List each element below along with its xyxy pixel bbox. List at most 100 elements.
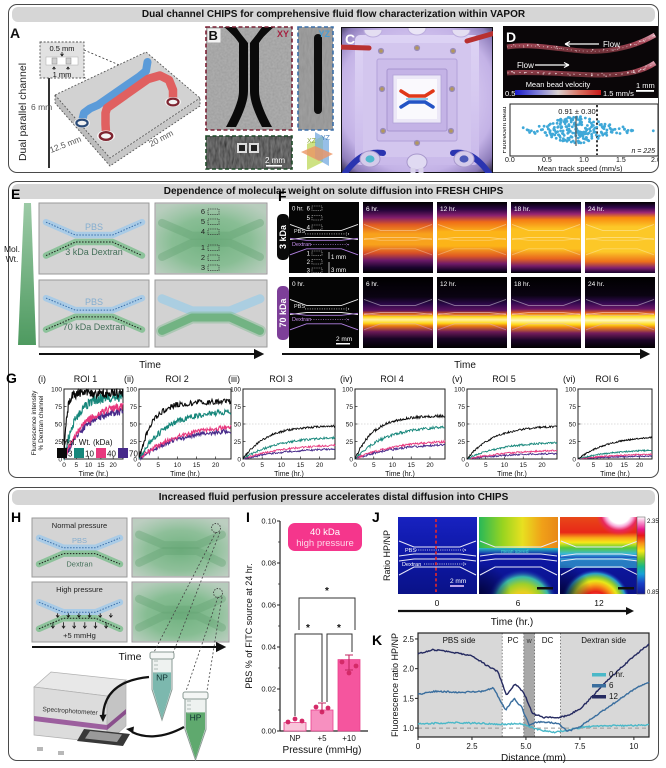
svg-text:15: 15	[193, 462, 201, 469]
svg-text:*: *	[325, 586, 329, 597]
svg-text:0: 0	[572, 457, 576, 464]
svg-text:Time: Time	[454, 360, 476, 371]
svg-text:0: 0	[58, 457, 62, 464]
svg-text:2.0: 2.0	[651, 157, 658, 164]
svg-text:Dextran: Dextran	[292, 242, 311, 248]
svg-text:50: 50	[458, 422, 466, 429]
svg-text:12: 12	[609, 692, 618, 701]
svg-text:50: 50	[55, 422, 63, 429]
svg-text:NP: NP	[289, 734, 300, 743]
svg-text:15: 15	[520, 462, 528, 469]
svg-text:(ii): (ii)	[124, 374, 134, 384]
svg-text:Dextran: Dextran	[402, 562, 421, 568]
svg-text:XZ: XZ	[307, 138, 317, 145]
svg-text:0: 0	[62, 462, 66, 469]
svg-text:12 hr.: 12 hr.	[440, 281, 456, 288]
svg-text:50: 50	[234, 422, 242, 429]
svg-text:10: 10	[85, 450, 94, 459]
svg-text:Fluorescence ratio HP/NP: Fluorescence ratio HP/NP	[390, 633, 400, 737]
svg-text:NP: NP	[156, 673, 168, 683]
svg-text:DC: DC	[542, 636, 554, 645]
svg-text:1.5: 1.5	[616, 157, 626, 164]
svg-text:5: 5	[74, 462, 78, 469]
svg-text:6: 6	[307, 207, 311, 213]
svg-text:Flow: Flow	[517, 61, 534, 70]
svg-text:+5 mmHg: +5 mmHg	[63, 631, 96, 640]
svg-text:12 hr.: 12 hr.	[440, 206, 456, 213]
svg-text:10: 10	[629, 742, 638, 751]
svg-text:Fluorescence intensity: Fluorescence intensity	[31, 390, 38, 455]
svg-text:6 hr.: 6 hr.	[366, 281, 379, 288]
svg-text:5: 5	[156, 462, 160, 469]
svg-text:XY: XY	[277, 29, 289, 39]
svg-text:10: 10	[501, 462, 509, 469]
svg-text:0.5: 0.5	[542, 157, 552, 164]
svg-text:Mean bead velocity: Mean bead velocity	[526, 80, 591, 89]
svg-text:Time: Time	[119, 651, 142, 663]
svg-text:Pressure (mmHg): Pressure (mmHg)	[283, 745, 362, 756]
svg-text:0 hr.: 0 hr.	[292, 207, 304, 213]
svg-text:2 mm: 2 mm	[450, 578, 466, 585]
svg-text:2 mm: 2 mm	[265, 156, 285, 165]
svg-text:2.5: 2.5	[403, 635, 415, 644]
svg-text:Time (hr.): Time (hr.)	[600, 471, 630, 478]
svg-text:50: 50	[346, 422, 354, 429]
svg-text:% Dextran channel: % Dextran channel	[38, 395, 45, 450]
svg-text:3: 3	[307, 269, 311, 275]
svg-text:10: 10	[605, 462, 613, 469]
svg-text:0.06: 0.06	[261, 601, 276, 610]
svg-text:Time (hr.): Time (hr.)	[497, 471, 527, 478]
svg-text:Time (hr.): Time (hr.)	[79, 471, 109, 478]
svg-text:7.5: 7.5	[574, 742, 586, 751]
svg-text:(vi): (vi)	[563, 374, 576, 384]
svg-text:4: 4	[201, 227, 205, 236]
svg-text:Mol. Wt. (kDa): Mol. Wt. (kDa)	[61, 438, 112, 447]
svg-text:20: 20	[426, 462, 434, 469]
svg-text:0.85: 0.85	[647, 590, 659, 596]
svg-text:5: 5	[592, 462, 596, 469]
svg-text:0.02: 0.02	[261, 685, 276, 694]
svg-text:20: 20	[110, 462, 118, 469]
svg-text:2: 2	[201, 253, 205, 262]
svg-text:50: 50	[130, 422, 138, 429]
svg-text:High pressure: High pressure	[56, 585, 103, 594]
svg-text:5.0: 5.0	[520, 742, 532, 751]
svg-text:1: 1	[307, 252, 311, 258]
svg-text:25: 25	[55, 439, 63, 446]
svg-text:Dextran side: Dextran side	[581, 636, 626, 645]
svg-text:1: 1	[201, 243, 205, 252]
svg-text:PBS: PBS	[85, 222, 103, 232]
svg-text:YZ: YZ	[318, 29, 330, 39]
svg-text:4: 4	[307, 226, 311, 232]
svg-text:100: 100	[51, 387, 62, 394]
svg-text:B: B	[209, 28, 218, 43]
svg-text:10: 10	[389, 462, 397, 469]
svg-text:20: 20	[538, 462, 546, 469]
svg-text:5: 5	[307, 216, 311, 222]
svg-text:0.08: 0.08	[261, 559, 276, 568]
svg-text:0 hr.: 0 hr.	[609, 670, 625, 679]
svg-text:PBS: PBS	[294, 229, 305, 235]
svg-text:0: 0	[237, 457, 241, 464]
svg-text:0: 0	[349, 457, 353, 464]
svg-text:2 mm: 2 mm	[336, 336, 352, 343]
svg-text:*: *	[337, 623, 341, 634]
svg-text:0.5 mm: 0.5 mm	[49, 44, 74, 53]
svg-text:1 mm: 1 mm	[53, 70, 72, 79]
svg-text:Dextran: Dextran	[292, 317, 311, 323]
svg-text:+5: +5	[317, 734, 327, 743]
svg-text:2: 2	[307, 260, 311, 266]
svg-text:A: A	[10, 25, 20, 41]
svg-text:ROI 1: ROI 1	[74, 374, 98, 384]
svg-text:*: *	[306, 623, 310, 634]
svg-text:6 hr.: 6 hr.	[366, 206, 379, 213]
svg-text:18 hr.: 18 hr.	[514, 206, 530, 213]
svg-text:1.5: 1.5	[403, 694, 415, 703]
svg-text:15: 15	[297, 462, 305, 469]
svg-text:ROI 4: ROI 4	[380, 374, 404, 384]
svg-text:0: 0	[133, 457, 137, 464]
svg-text:PBS % of FITC source at 24 hr: PBS % of FITC source at 24 hr.	[244, 563, 254, 689]
svg-text:0.04: 0.04	[261, 643, 276, 652]
svg-text:0: 0	[137, 462, 141, 469]
svg-text:24 hr.: 24 hr.	[588, 206, 604, 213]
